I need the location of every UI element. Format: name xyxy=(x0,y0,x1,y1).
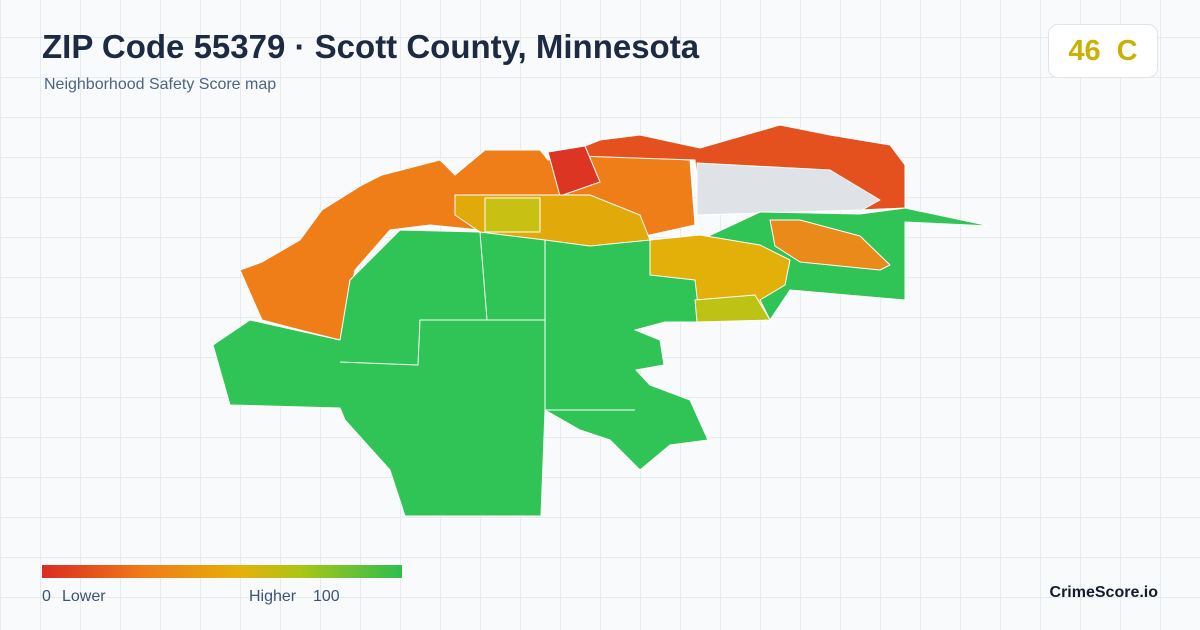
region-border xyxy=(544,240,635,411)
region xyxy=(547,145,601,197)
legend-max: 100 xyxy=(313,588,340,605)
region xyxy=(696,162,881,216)
region xyxy=(769,219,891,271)
title: ZIP Code 55379 · Scott County, Minnesota xyxy=(42,28,700,65)
region xyxy=(694,294,771,323)
brand: CrimeScore.io xyxy=(1049,584,1158,601)
legend-low-label: Lower xyxy=(62,588,106,605)
legend-high-label: Higher xyxy=(249,588,297,605)
grade: C xyxy=(1116,34,1138,67)
subtitle: Neighborhood Safety Score map xyxy=(44,76,277,93)
legend-gradient xyxy=(42,565,402,578)
score-badge: 46 C xyxy=(1048,24,1158,78)
region-border xyxy=(339,231,488,366)
legend-min: 0 xyxy=(42,588,51,605)
score: 46 xyxy=(1068,34,1101,67)
region xyxy=(484,197,541,233)
